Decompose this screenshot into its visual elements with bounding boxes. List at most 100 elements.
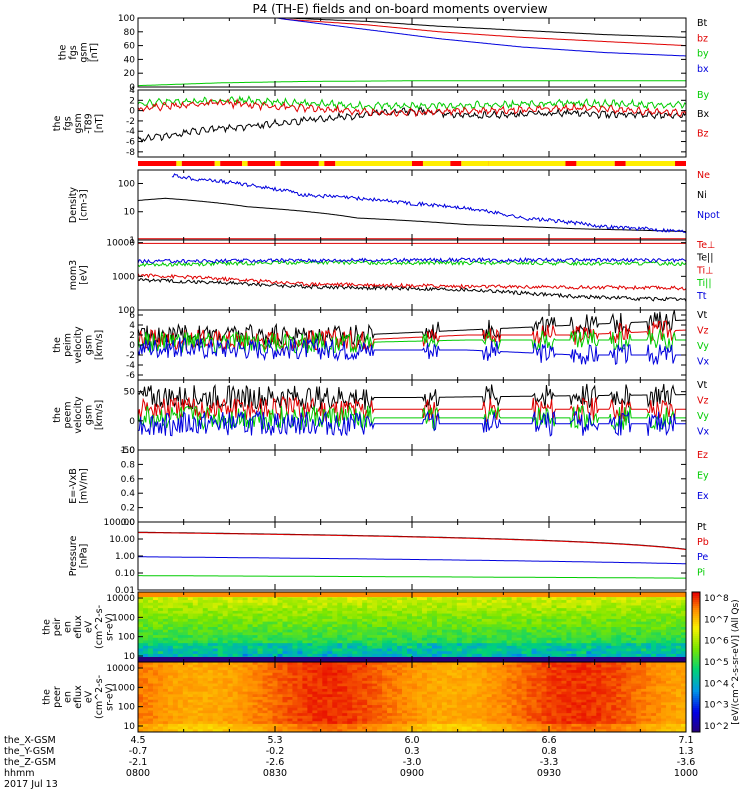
- heatmap-cell: [262, 670, 268, 674]
- heatmap-cell: [192, 632, 199, 636]
- heatmap-cell: [441, 635, 448, 639]
- heatmap-cell: [407, 686, 413, 690]
- heatmap-cell: [362, 613, 368, 617]
- legend-label: Ti⊥: [696, 265, 713, 276]
- heatmap-cell: [461, 624, 468, 628]
- heatmap-cell: [377, 664, 383, 668]
- heatmap-cell: [167, 702, 174, 706]
- heatmap-cell: [207, 627, 214, 631]
- heatmap-cell: [526, 597, 532, 601]
- heatmap-cell: [531, 632, 537, 636]
- heatmap-cell: [486, 621, 493, 625]
- heatmap-cell: [357, 621, 363, 625]
- heatmap-cell: [377, 667, 383, 671]
- heatmap-cell: [207, 637, 214, 641]
- heatmap-cell: [571, 653, 577, 658]
- heatmap-cell: [412, 680, 418, 684]
- heatmap-cell: [641, 597, 647, 601]
- heatmap-cell: [471, 643, 478, 647]
- heatmap-cell: [377, 616, 383, 620]
- heatmap-cell: [282, 697, 288, 701]
- heatmap-cell: [407, 616, 413, 620]
- heatmap-cell: [362, 710, 368, 714]
- y-tick-label: 60: [124, 42, 136, 52]
- heatmap-cell: [187, 702, 194, 706]
- heatmap-cell: [392, 713, 398, 717]
- heatmap-cell: [377, 640, 383, 644]
- heatmap-cell: [292, 697, 298, 701]
- y-tick-label: 1000: [112, 613, 135, 623]
- heatmap-cell: [202, 602, 209, 606]
- heatmap-cell: [337, 672, 343, 676]
- heatmap-cell: [441, 616, 448, 620]
- heatmap-cell: [367, 645, 373, 649]
- heatmap-cell: [471, 651, 478, 655]
- heatmap-cell: [676, 645, 682, 649]
- heatmap-cell: [511, 624, 518, 628]
- heatmap-cell: [521, 608, 527, 612]
- heatmap-cell: [302, 651, 308, 655]
- heatmap-cell: [332, 678, 338, 682]
- y-axis-label-line: -T89: [84, 113, 95, 133]
- heatmap-cell: [541, 613, 547, 617]
- heatmap-cell: [416, 629, 423, 633]
- heatmap-cell: [167, 707, 174, 711]
- y-axis-label-line: sr-eV): [105, 613, 116, 641]
- heatmap-cell: [526, 629, 532, 633]
- heatmap-cell: [546, 613, 552, 617]
- heatmap-cell: [172, 653, 179, 658]
- heatmap-cell: [651, 645, 657, 649]
- heatmap-cell: [192, 723, 199, 728]
- heatmap-cell: [167, 667, 174, 671]
- heatmap-cell: [327, 618, 333, 623]
- heatmap-cell: [671, 651, 677, 655]
- heatmap-cell: [621, 648, 627, 652]
- heatmap-cell: [282, 705, 288, 709]
- heatmap-cell: [322, 702, 328, 706]
- heatmap-cell: [212, 686, 219, 690]
- heatmap-cell: [292, 702, 298, 706]
- heatmap-cell: [337, 729, 343, 732]
- heatmap-cell: [626, 653, 632, 658]
- heatmap-cell: [312, 713, 318, 717]
- heatmap-cell: [167, 729, 174, 732]
- heatmap-cell: [277, 670, 283, 674]
- heatmap-cell: [327, 699, 333, 703]
- heatmap-cell: [407, 672, 413, 676]
- heatmap-cell: [227, 597, 234, 601]
- heatmap-cell: [501, 637, 508, 641]
- heatmap-cell: [416, 697, 423, 701]
- heatmap-cell: [407, 667, 413, 671]
- heatmap-cell: [436, 694, 443, 698]
- heatmap-cell: [302, 718, 308, 722]
- heatmap-cell: [307, 618, 313, 623]
- heatmap-cell: [257, 602, 263, 606]
- heatmap-cell: [471, 608, 478, 612]
- heatmap-cell: [372, 637, 378, 641]
- heatmap-cell: [192, 721, 199, 725]
- heatmap-cell: [297, 680, 303, 684]
- heatmap-cell: [362, 715, 368, 719]
- heatmap-cell: [412, 675, 418, 679]
- heatmap-cell: [407, 723, 413, 728]
- panel-frame: [137, 239, 687, 311]
- y-axis-label: mom3 [eV]: [68, 260, 90, 290]
- heatmap-cell: [337, 683, 343, 687]
- heatmap-cell: [172, 662, 179, 666]
- heatmap-cell: [227, 610, 234, 614]
- heatmap-cell: [681, 616, 686, 620]
- heatmap-cell: [441, 729, 448, 732]
- heatmap-cell: [138, 713, 144, 717]
- heatmap-cell: [302, 715, 308, 719]
- heatmap-cell: [402, 686, 408, 690]
- heatmap-cell: [352, 678, 358, 682]
- heatmap-cell: [138, 699, 144, 703]
- heatmap-cell: [138, 618, 144, 623]
- heatmap-cell: [222, 715, 229, 719]
- heatmap-cell: [621, 645, 627, 649]
- heatmap-cell: [237, 621, 244, 625]
- heatmap-cell: [337, 715, 343, 719]
- heatmap-cell: [322, 723, 328, 728]
- heatmap-cell: [362, 697, 368, 701]
- heatmap-cell: [332, 621, 338, 625]
